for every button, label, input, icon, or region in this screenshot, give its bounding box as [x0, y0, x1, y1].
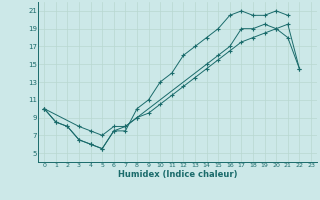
X-axis label: Humidex (Indice chaleur): Humidex (Indice chaleur) — [118, 170, 237, 179]
